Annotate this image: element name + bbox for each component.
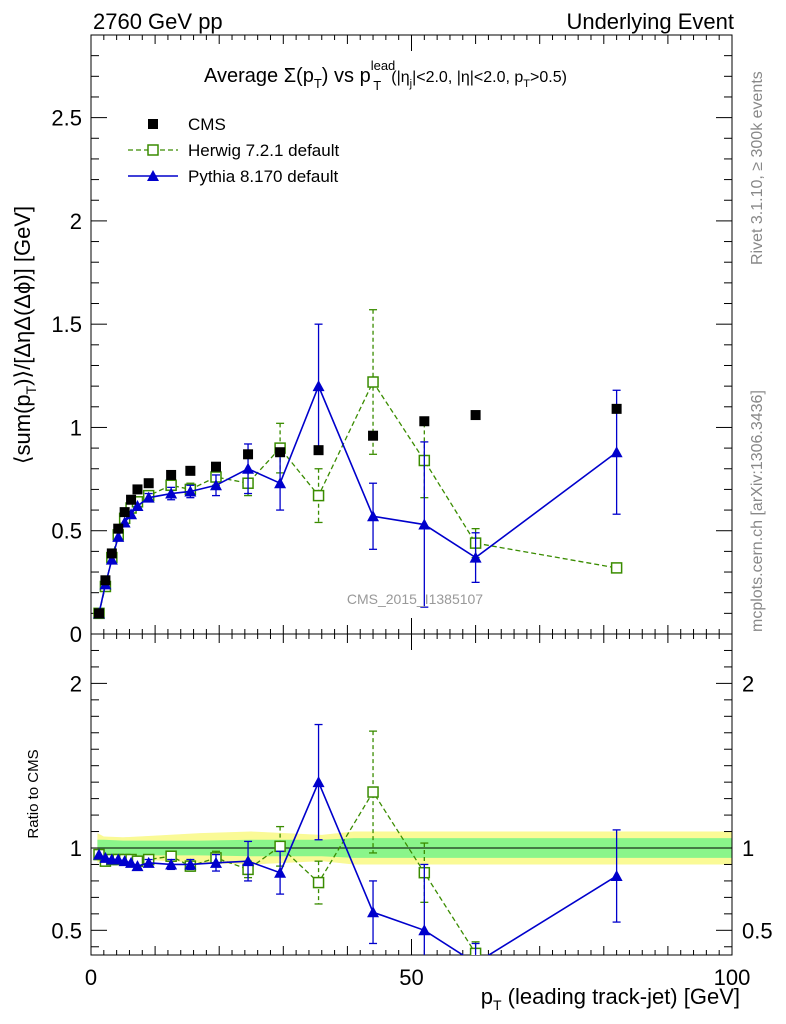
pythia-point (184, 858, 197, 870)
pythia-point (367, 906, 380, 918)
cms-point (419, 416, 430, 427)
cms-point (106, 548, 117, 559)
herwig-point (610, 562, 623, 574)
header-analysis: Underlying Event (566, 9, 734, 34)
herwig-line (98, 380, 617, 614)
pythia-point (470, 957, 482, 968)
cms-point (611, 403, 622, 414)
cms-point (275, 447, 286, 458)
x-axis-label: pT (leading track-jet) [GeV] (481, 984, 740, 1013)
pythia-point (105, 553, 118, 565)
analysis-watermark: CMS_2015_I1385107 (347, 591, 483, 607)
ratio-y-tick-label-right: 0.5 (742, 918, 773, 943)
legend-pythia-marker (147, 170, 159, 181)
pythia-point (610, 869, 623, 881)
pythia-point (274, 477, 287, 489)
cms-point (94, 608, 105, 619)
legend-herwig-marker (147, 144, 159, 156)
pythia-point (93, 848, 106, 860)
pythia-point (418, 518, 431, 530)
pythia-point (125, 856, 138, 868)
herwig-point (312, 489, 325, 502)
x-tick-label: 100 (714, 965, 751, 990)
cms-point (210, 461, 221, 472)
herwig-point (367, 376, 379, 388)
legend: CMS Herwig 7.2.1 default Pythia 8.170 defa… (128, 115, 339, 186)
cms-point (185, 465, 196, 476)
pythia-line (98, 384, 618, 614)
mcplots-label: mcplots.cern.ch [arXiv:1306.3436] (749, 390, 766, 632)
x-tick-label: 0 (85, 965, 97, 990)
ratio-plot-data (93, 723, 623, 968)
ratio-plot-frame (90, 633, 733, 956)
ratio-y-tick-label: 2 (70, 671, 82, 696)
pythia-point (112, 530, 125, 542)
legend-label: Herwig 7.2.1 default (188, 141, 339, 160)
y-tick-label-zero: 0 (70, 622, 82, 647)
herwig-point (274, 840, 286, 853)
legend-label: CMS (188, 115, 226, 134)
y-tick-label: 0.5 (51, 519, 82, 544)
herwig-point (312, 876, 325, 889)
pythia-point (312, 380, 325, 392)
pythia-point (367, 510, 380, 522)
cms-point (119, 507, 130, 518)
legend-cms-marker (148, 119, 158, 129)
pythia-point (610, 446, 623, 458)
y-tick-label: 1 (70, 415, 82, 440)
pythia-point (131, 860, 144, 872)
cms-point (313, 445, 324, 456)
legend-label: Pythia 8.170 default (188, 167, 339, 186)
ratio-y-tick-label-right: 2 (742, 671, 754, 696)
pythia-point (274, 866, 287, 878)
plot-title: Average Σ(pT) vs plead T (|ηj|<2.0, |η|<2.… (204, 58, 567, 93)
main-plot-data (93, 309, 623, 620)
cms-point (166, 469, 177, 480)
pythia-point (209, 856, 222, 868)
header-energy: 2760 GeV pp (93, 9, 223, 34)
pythia-point (142, 491, 155, 503)
cms-point (113, 523, 124, 534)
pythia-point (418, 924, 431, 936)
cms-point (126, 494, 137, 505)
pythia-point (142, 856, 155, 868)
y-axis-label: ⟨sum(pT)⟩/[ΔηΔ(Δϕ)] [GeV] (10, 206, 39, 464)
pythia-point (469, 551, 482, 563)
pythia-point (165, 858, 178, 870)
y-tick-label: 2 (70, 209, 82, 234)
x-tick-label: 50 (399, 965, 423, 990)
pythia-point (242, 462, 255, 474)
rivet-label: Rivet 3.1.10, ≥ 300k events (749, 71, 766, 265)
pythia-point (165, 487, 178, 499)
pythia-point (184, 485, 197, 497)
cms-point (100, 575, 111, 586)
cms-point (132, 484, 143, 495)
pythia-point (312, 776, 325, 788)
ratio-y-tick-label: 0.5 (51, 918, 82, 943)
pythia-point (209, 479, 222, 491)
cms-point (243, 449, 254, 460)
cms-point (143, 478, 154, 489)
y-tick-label: 2.5 (51, 106, 82, 131)
pythia-point (242, 855, 255, 867)
cms-point (368, 430, 379, 441)
herwig-point (367, 786, 379, 798)
ratio-y-tick-label-right: 1 (742, 836, 754, 861)
cms-point (470, 410, 481, 421)
pythia-line (98, 780, 618, 955)
ratio-y-tick-label: 1 (70, 836, 82, 861)
ratio-y-axis-label: Ratio to CMS (25, 749, 42, 838)
pythia-point (131, 499, 144, 511)
y-tick-label: 1.5 (51, 312, 82, 337)
